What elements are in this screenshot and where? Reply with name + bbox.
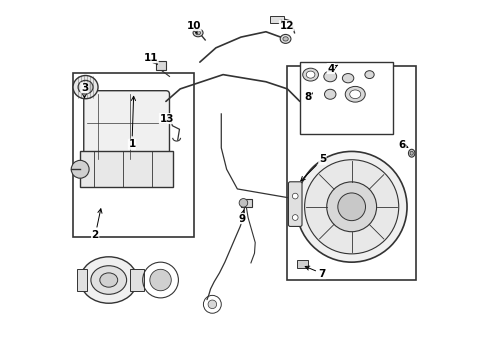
Bar [241, 199, 251, 207]
Bar [287, 66, 415, 280]
Ellipse shape [305, 71, 314, 78]
Text: 13: 13 [159, 113, 174, 123]
FancyBboxPatch shape [288, 182, 302, 226]
Ellipse shape [407, 149, 414, 157]
Text: 11: 11 [143, 53, 158, 64]
Bar [130, 269, 144, 291]
Circle shape [239, 199, 247, 207]
Text: 9: 9 [238, 210, 244, 224]
Circle shape [149, 269, 171, 291]
Ellipse shape [324, 89, 335, 99]
Ellipse shape [409, 151, 412, 155]
Ellipse shape [283, 37, 287, 41]
Ellipse shape [349, 90, 360, 99]
Circle shape [292, 215, 298, 220]
Text: 8: 8 [304, 92, 312, 102]
Bar [269, 17, 283, 23]
FancyBboxPatch shape [83, 91, 169, 162]
Bar [77, 269, 87, 291]
Bar [299, 62, 392, 134]
Circle shape [296, 152, 406, 262]
Ellipse shape [280, 35, 290, 43]
Circle shape [207, 300, 216, 309]
Ellipse shape [195, 31, 200, 35]
Circle shape [292, 193, 298, 199]
Ellipse shape [323, 71, 336, 82]
Ellipse shape [193, 29, 203, 37]
Text: 4: 4 [326, 64, 337, 73]
Text: 6: 6 [398, 140, 407, 150]
Bar [80, 152, 173, 187]
Bar [73, 73, 194, 237]
Ellipse shape [78, 80, 93, 94]
Ellipse shape [342, 73, 353, 83]
Text: 7: 7 [305, 266, 325, 279]
Ellipse shape [91, 266, 126, 294]
Ellipse shape [345, 86, 365, 102]
Text: 2: 2 [91, 209, 102, 240]
Bar [297, 260, 307, 267]
Circle shape [326, 182, 376, 232]
Text: 12: 12 [279, 20, 293, 31]
Text: 1: 1 [128, 96, 135, 149]
Bar [156, 61, 165, 70]
Circle shape [337, 193, 365, 221]
Text: 3: 3 [81, 83, 88, 98]
Ellipse shape [302, 68, 318, 81]
Text: 10: 10 [186, 21, 201, 34]
Ellipse shape [73, 76, 98, 99]
Text: 5: 5 [300, 154, 325, 181]
Ellipse shape [100, 273, 118, 287]
Circle shape [71, 160, 89, 178]
Ellipse shape [364, 71, 373, 78]
Ellipse shape [80, 257, 137, 303]
Circle shape [304, 160, 398, 254]
